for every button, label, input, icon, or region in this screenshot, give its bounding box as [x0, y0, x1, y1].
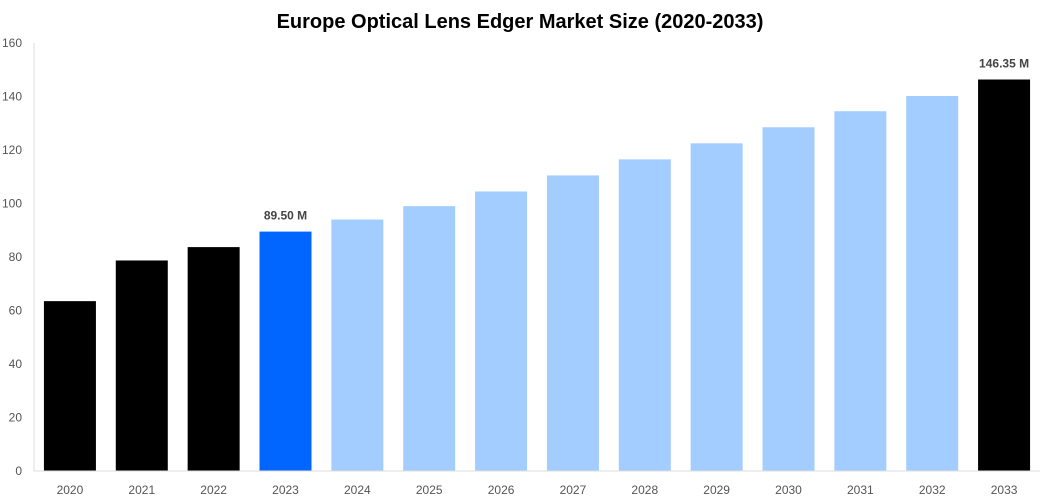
chart-title: Europe Optical Lens Edger Market Size (2…	[277, 11, 764, 33]
x-tick-label: 2028	[631, 483, 658, 497]
bar-2029	[690, 143, 743, 471]
x-tick-label: 2032	[919, 483, 946, 497]
y-tick-label: 60	[9, 304, 23, 318]
x-tick-label: 2025	[416, 483, 443, 497]
x-axis: 2020 2021 2022 2023 2024 2025 2026 2027 2028 2029…	[34, 470, 1040, 497]
x-tick-label: 2033	[991, 483, 1018, 497]
bar-2022	[187, 247, 240, 471]
x-tick-label: 2023	[272, 483, 299, 497]
bar-2032	[906, 95, 959, 471]
bar-2025	[403, 206, 456, 472]
bar-2024	[331, 219, 384, 471]
bar-2033	[978, 79, 1031, 472]
bar-2031	[834, 111, 887, 472]
x-tick-label: 2031	[847, 483, 874, 497]
y-tick-label: 140	[2, 90, 22, 104]
bar-2027	[546, 175, 599, 471]
y-tick-label: 160	[2, 36, 22, 50]
y-tick-label: 80	[9, 250, 23, 264]
y-tick-label: 40	[9, 357, 23, 371]
data-label-2033: 146.35 M	[979, 57, 1029, 71]
x-tick-label: 2024	[344, 483, 371, 497]
bar-2028	[618, 159, 671, 472]
bar-2023	[259, 231, 312, 471]
bar-2026	[475, 191, 528, 471]
bars: 89.50 M 146.35 M	[43, 57, 1031, 472]
y-tick-label: 20	[9, 411, 23, 425]
x-tick-label: 2022	[200, 483, 227, 497]
y-tick-label: 100	[2, 197, 22, 211]
y-tick-label: 120	[2, 143, 22, 157]
bar-2030	[762, 127, 815, 471]
x-tick-label: 2029	[703, 483, 730, 497]
bar-2021	[115, 260, 168, 471]
bar-2020	[43, 301, 96, 471]
data-label-2023: 89.50 M	[264, 209, 307, 223]
y-tick-label: 0	[15, 464, 22, 478]
x-tick-label: 2030	[775, 483, 802, 497]
x-tick-label: 2021	[128, 483, 155, 497]
x-tick-label: 2026	[488, 483, 515, 497]
x-tick-label: 2027	[560, 483, 587, 497]
y-axis: 0 20 40 60 80 100 120 140 160	[2, 36, 35, 478]
x-tick-label: 2020	[57, 483, 84, 497]
